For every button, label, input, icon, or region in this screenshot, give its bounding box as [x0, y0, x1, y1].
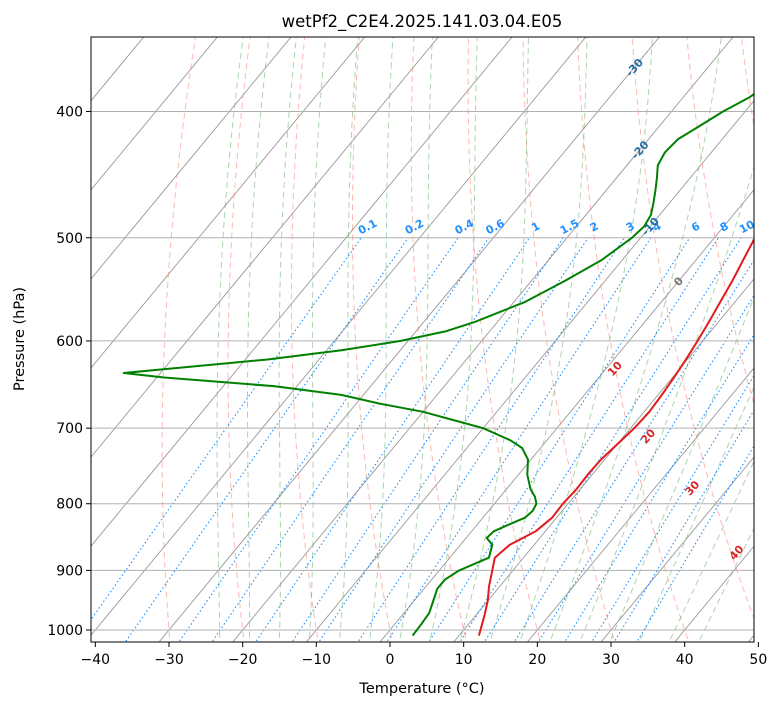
- isotherm-line: [305, 100, 754, 642]
- x-tick-label: 40: [676, 652, 694, 668]
- mixing-ratio-line: [459, 237, 719, 642]
- mixing-ratio-line: [483, 237, 742, 642]
- isotherm-line: [232, 37, 734, 642]
- mixing-ratio-line: [211, 237, 490, 642]
- y-tick-label: 900: [56, 563, 83, 579]
- isotherm-line: [453, 278, 754, 642]
- mixing-ratio-line: [513, 259, 754, 642]
- moist-adiabat-line: [338, 37, 359, 642]
- mixing-ratio-label: 10: [737, 217, 757, 236]
- moist-adiabat-line: [459, 37, 529, 642]
- x-tick-label: 20: [528, 652, 546, 668]
- pressure-grid: [91, 110, 754, 631]
- moist-adiabat-line: [278, 37, 297, 642]
- dewpoint-profile-line: [122, 92, 754, 637]
- dry-adiabat-line: [410, 37, 467, 642]
- mixing-ratio-line: [386, 237, 652, 642]
- plot-area: [91, 37, 754, 642]
- isotherm-line: [158, 37, 660, 642]
- x-tick-label: −40: [81, 652, 111, 668]
- mixing-ratio-line: [591, 374, 754, 642]
- dry-adiabat-line: [577, 37, 690, 642]
- x-tick-label: −30: [154, 652, 184, 668]
- mixing-ratio-label: 13: [764, 218, 775, 237]
- moist-adiabat-line: [698, 527, 754, 642]
- y-tick-label: 800: [56, 497, 83, 513]
- chart-title: wetPf2_C2E4.2025.141.03.04.E05: [282, 12, 563, 32]
- moist-adiabat-line: [368, 37, 394, 642]
- mixing-ratio-line: [613, 409, 754, 642]
- x-tick-label: 0: [386, 652, 395, 668]
- x-axis-title: Temperature (°C): [358, 681, 484, 697]
- moist-adiabat-line: [429, 37, 478, 642]
- x-tick-label: −20: [228, 652, 258, 668]
- temperature-profile-line: [477, 237, 754, 636]
- moist-adiabat-line: [308, 37, 327, 642]
- isotherm-line: [91, 37, 439, 458]
- x-tick-label: 30: [602, 652, 620, 668]
- y-tick-label: 400: [56, 104, 83, 120]
- mixing-ratio-line: [357, 237, 625, 642]
- y-tick-label: 500: [56, 231, 83, 247]
- x-tick-label: −10: [302, 652, 332, 668]
- dry-adiabat-line: [352, 37, 393, 642]
- mixing-ratio-line: [178, 237, 459, 642]
- y-tick-label: 1000: [47, 623, 83, 639]
- dry-adiabat-line: [161, 37, 197, 642]
- moist-adiabat-line: [489, 37, 588, 642]
- mixing-ratio-line: [537, 294, 754, 642]
- y-axis-title: Pressure (hPa): [12, 287, 28, 391]
- moist-adiabat-line: [579, 165, 754, 642]
- isotherm-line: [91, 37, 587, 636]
- moist-adiabat-line: [668, 460, 754, 642]
- moist-adiabat-line: [549, 37, 722, 642]
- y-tick-label: 700: [56, 421, 83, 437]
- moist-adiabat-line: [398, 37, 433, 642]
- axes: −40 −30 −20 −10 0 10 20 30 40 50 1000 900 800 700 600 5…: [47, 104, 767, 668]
- moist-adiabat-line: [247, 37, 270, 642]
- dry-adiabat-line: [686, 37, 754, 406]
- x-tick-label: 50: [749, 652, 767, 668]
- dry-adiabat-line: [522, 37, 616, 642]
- isotherm-line: [379, 189, 754, 642]
- mixing-ratio-line: [91, 237, 362, 621]
- x-tick-label: 10: [455, 652, 473, 668]
- isotherm-line: [91, 37, 513, 547]
- dry-adiabat-line: [290, 37, 319, 642]
- mixing-ratio-line: [124, 237, 409, 642]
- isotherm-line: [526, 367, 754, 642]
- mixing-ratio-line: [636, 445, 754, 642]
- y-tick-label: 600: [56, 334, 83, 350]
- dry-adiabat-line: [467, 37, 542, 642]
- dry-adiabat-line: [227, 37, 251, 642]
- profile-series: [122, 92, 754, 637]
- plot-frame: [90, 36, 755, 643]
- isotherm-label: -40: [610, 0, 633, 6]
- mixing-ratio-line: [564, 333, 754, 642]
